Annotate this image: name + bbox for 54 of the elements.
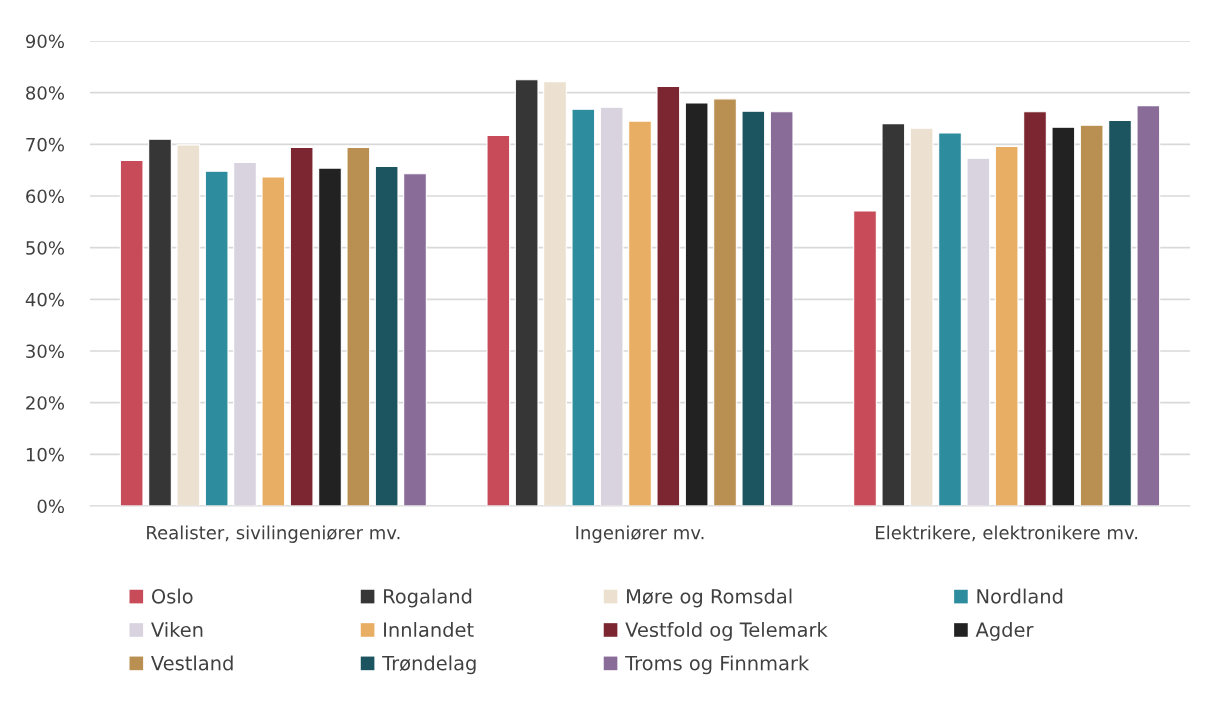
bar [656,85,681,506]
bar [1136,105,1161,506]
y-tick-label: 0% [37,499,64,514]
legend-label: Trøndelag [382,655,476,675]
legend-label: Vestland [151,655,233,671]
legend-label: Vestfold og Telemark [625,622,828,641]
y-tick-label: 50% [26,241,64,255]
y-tick-label: 40% [25,292,64,307]
x-tick-label: Realister, sivilingeniører mv. [147,525,400,543]
legend-label: Viken [151,622,203,638]
legend-label: Nordland [977,588,1063,604]
bar [148,138,172,506]
legend-label: Oslo [151,588,193,604]
legend-label: Rogaland [384,588,472,608]
y-tick-label: 60% [26,189,64,204]
bar [909,127,934,506]
bar [628,120,652,506]
bar [741,110,766,506]
bar [403,173,427,506]
y-tick-label: 80% [26,86,64,100]
bar [571,108,596,506]
bar [176,144,201,506]
bar [1051,126,1076,506]
y-tick-label: 70% [26,137,64,152]
bar [938,132,962,506]
y-tick-label: 10% [26,447,64,462]
legend-label: Troms og Finnmark [625,655,810,675]
x-tick-label: Ingeniører mv. [576,525,704,543]
bar [1108,120,1132,506]
y-tick-label: 30% [26,344,64,359]
bar [289,146,314,506]
bar [543,81,567,506]
bar [261,176,286,506]
bar [713,98,737,506]
bar [119,159,144,506]
bar [514,79,539,506]
bar [769,111,794,506]
legend-label: Agder [975,622,1034,641]
bar [1079,124,1104,506]
bar [486,134,511,506]
y-tick-label: 90% [26,34,64,49]
bar [881,123,906,506]
bar [374,165,399,506]
legend-label: Møre og Romsdal [627,588,792,608]
bar [346,146,371,506]
bar [853,210,877,506]
bar [204,170,229,506]
bar [1023,111,1047,506]
bar [684,102,709,506]
y-tick-label: 20% [26,396,64,410]
x-tick-label: Elektrikere, elektronikere mv. [876,525,1138,542]
bar [318,167,342,506]
bar [994,145,1019,506]
legend-label: Innlandet [384,622,474,638]
